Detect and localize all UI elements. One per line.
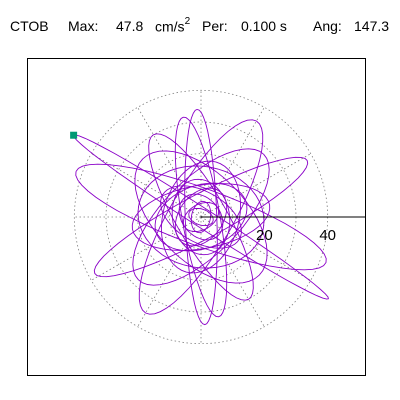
orbit-loop [148, 133, 254, 301]
period-label: Per: [202, 18, 228, 34]
orbit-trace [73, 108, 329, 326]
max-unit: cm/s2 [155, 16, 191, 35]
max-amplitude-marker [70, 131, 78, 139]
radial-tick-label: 40 [319, 227, 336, 244]
max-label: Max: [68, 18, 99, 34]
orbit-loop [182, 202, 220, 232]
orbit-loop [190, 200, 212, 234]
max-unit-exponent: 2 [184, 16, 191, 27]
orbit-loop [138, 119, 264, 315]
grid-spoke [200, 107, 265, 218]
grid-spoke [200, 216, 265, 327]
grid-spoke [91, 153, 202, 218]
orbit-loop [160, 160, 242, 274]
orbit-loop [73, 134, 329, 300]
max-unit-text: cm/s [155, 18, 185, 35]
orbit-loop [93, 156, 309, 278]
grid-spoke [91, 216, 202, 281]
station-code: CTOB [10, 18, 49, 34]
max-value: 47.8 [116, 18, 144, 34]
angle-label: Ang: [313, 18, 342, 34]
plot-header: CTOB Max: 47.8 cm/s2 Per: 0.100 s Ang: 1… [8, 14, 400, 38]
orbit-loop [154, 182, 248, 252]
orbit-loop [184, 108, 218, 326]
grid-spoke [137, 216, 202, 327]
plot-frame: 20 40 [27, 58, 366, 376]
angle-value: 147.3 [354, 18, 390, 34]
orbit-loop [178, 193, 224, 241]
radial-tick-label: 20 [256, 227, 273, 244]
orbit-loop [134, 150, 268, 284]
orbit-loop [132, 148, 270, 286]
orbit-loop [188, 207, 214, 227]
orbit-loop [75, 163, 327, 271]
grid-spoke [200, 216, 311, 281]
orbit-loop [174, 187, 228, 247]
radial-axis: 20 40 [201, 216, 365, 244]
period-value: 0.100 s [241, 18, 287, 34]
polar-plot: 20 40 [70, 89, 365, 345]
orbit-loop [174, 116, 228, 318]
grid-spoke [200, 153, 311, 218]
orbit-loop [137, 165, 265, 269]
orbit-loop [160, 185, 242, 249]
